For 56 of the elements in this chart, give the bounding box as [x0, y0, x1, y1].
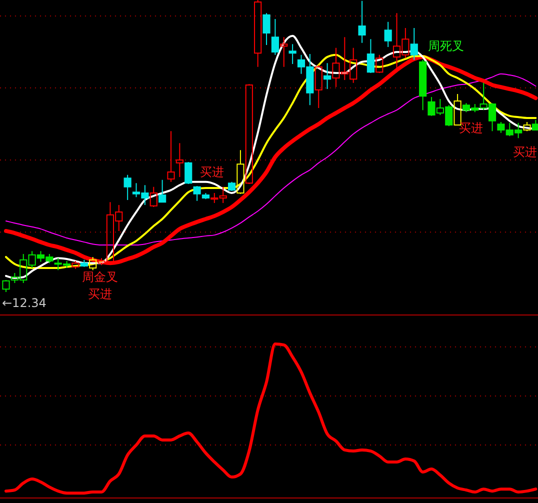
candlestick	[376, 54, 384, 74]
candlestick	[124, 174, 132, 201]
candlestick	[419, 59, 427, 111]
candlestick	[402, 28, 410, 59]
candlestick	[72, 260, 80, 270]
candlestick	[219, 186, 227, 204]
annotation: 周金叉	[82, 270, 118, 284]
candlestick	[20, 254, 28, 284]
candlestick	[350, 47, 358, 84]
candlestick	[236, 150, 244, 194]
candlestick	[392, 12, 401, 73]
candlestick	[428, 96, 436, 116]
candlestick	[280, 36, 288, 68]
candlestick	[80, 259, 88, 268]
candlestick	[210, 192, 218, 204]
candlestick	[28, 250, 36, 269]
candlestick	[271, 18, 279, 56]
candlestick	[488, 102, 496, 132]
candlestick	[115, 204, 123, 232]
annotation: 买进	[88, 287, 112, 301]
candlestick	[384, 21, 392, 48]
annotation: 周死叉	[428, 39, 464, 53]
candlestick	[358, 0, 366, 44]
candlestick	[410, 28, 418, 60]
candlestick	[10, 272, 18, 284]
candlestick	[176, 142, 184, 178]
candlestick	[193, 186, 201, 202]
candlestick	[202, 192, 210, 200]
candlestick	[366, 38, 375, 74]
candlestick	[523, 122, 531, 132]
text: ←12.34	[2, 296, 46, 310]
candlestick	[340, 36, 348, 81]
candlestick	[98, 258, 106, 266]
candlestick	[288, 44, 296, 64]
candlestick	[436, 98, 444, 116]
candlestick	[158, 179, 166, 203]
candlestick	[262, 12, 270, 46]
candlestick	[445, 104, 453, 127]
candlestick	[314, 64, 322, 109]
candlestick	[89, 256, 97, 271]
candlestick	[184, 162, 192, 184]
candlestick	[106, 202, 114, 264]
candlestick	[323, 62, 332, 90]
candlestick	[332, 47, 340, 88]
candlestick	[532, 120, 538, 130]
annotation: 买进	[459, 121, 483, 135]
candlestick	[167, 130, 175, 182]
candlestick	[454, 94, 462, 126]
candlestick	[254, 0, 262, 68]
candlestick	[245, 84, 253, 184]
candlestick	[2, 280, 10, 292]
candlestick	[480, 82, 488, 111]
candlestick	[228, 181, 236, 192]
annotation: 买进	[200, 165, 224, 179]
annotation: 买进	[513, 145, 537, 159]
candlestick	[150, 186, 158, 208]
